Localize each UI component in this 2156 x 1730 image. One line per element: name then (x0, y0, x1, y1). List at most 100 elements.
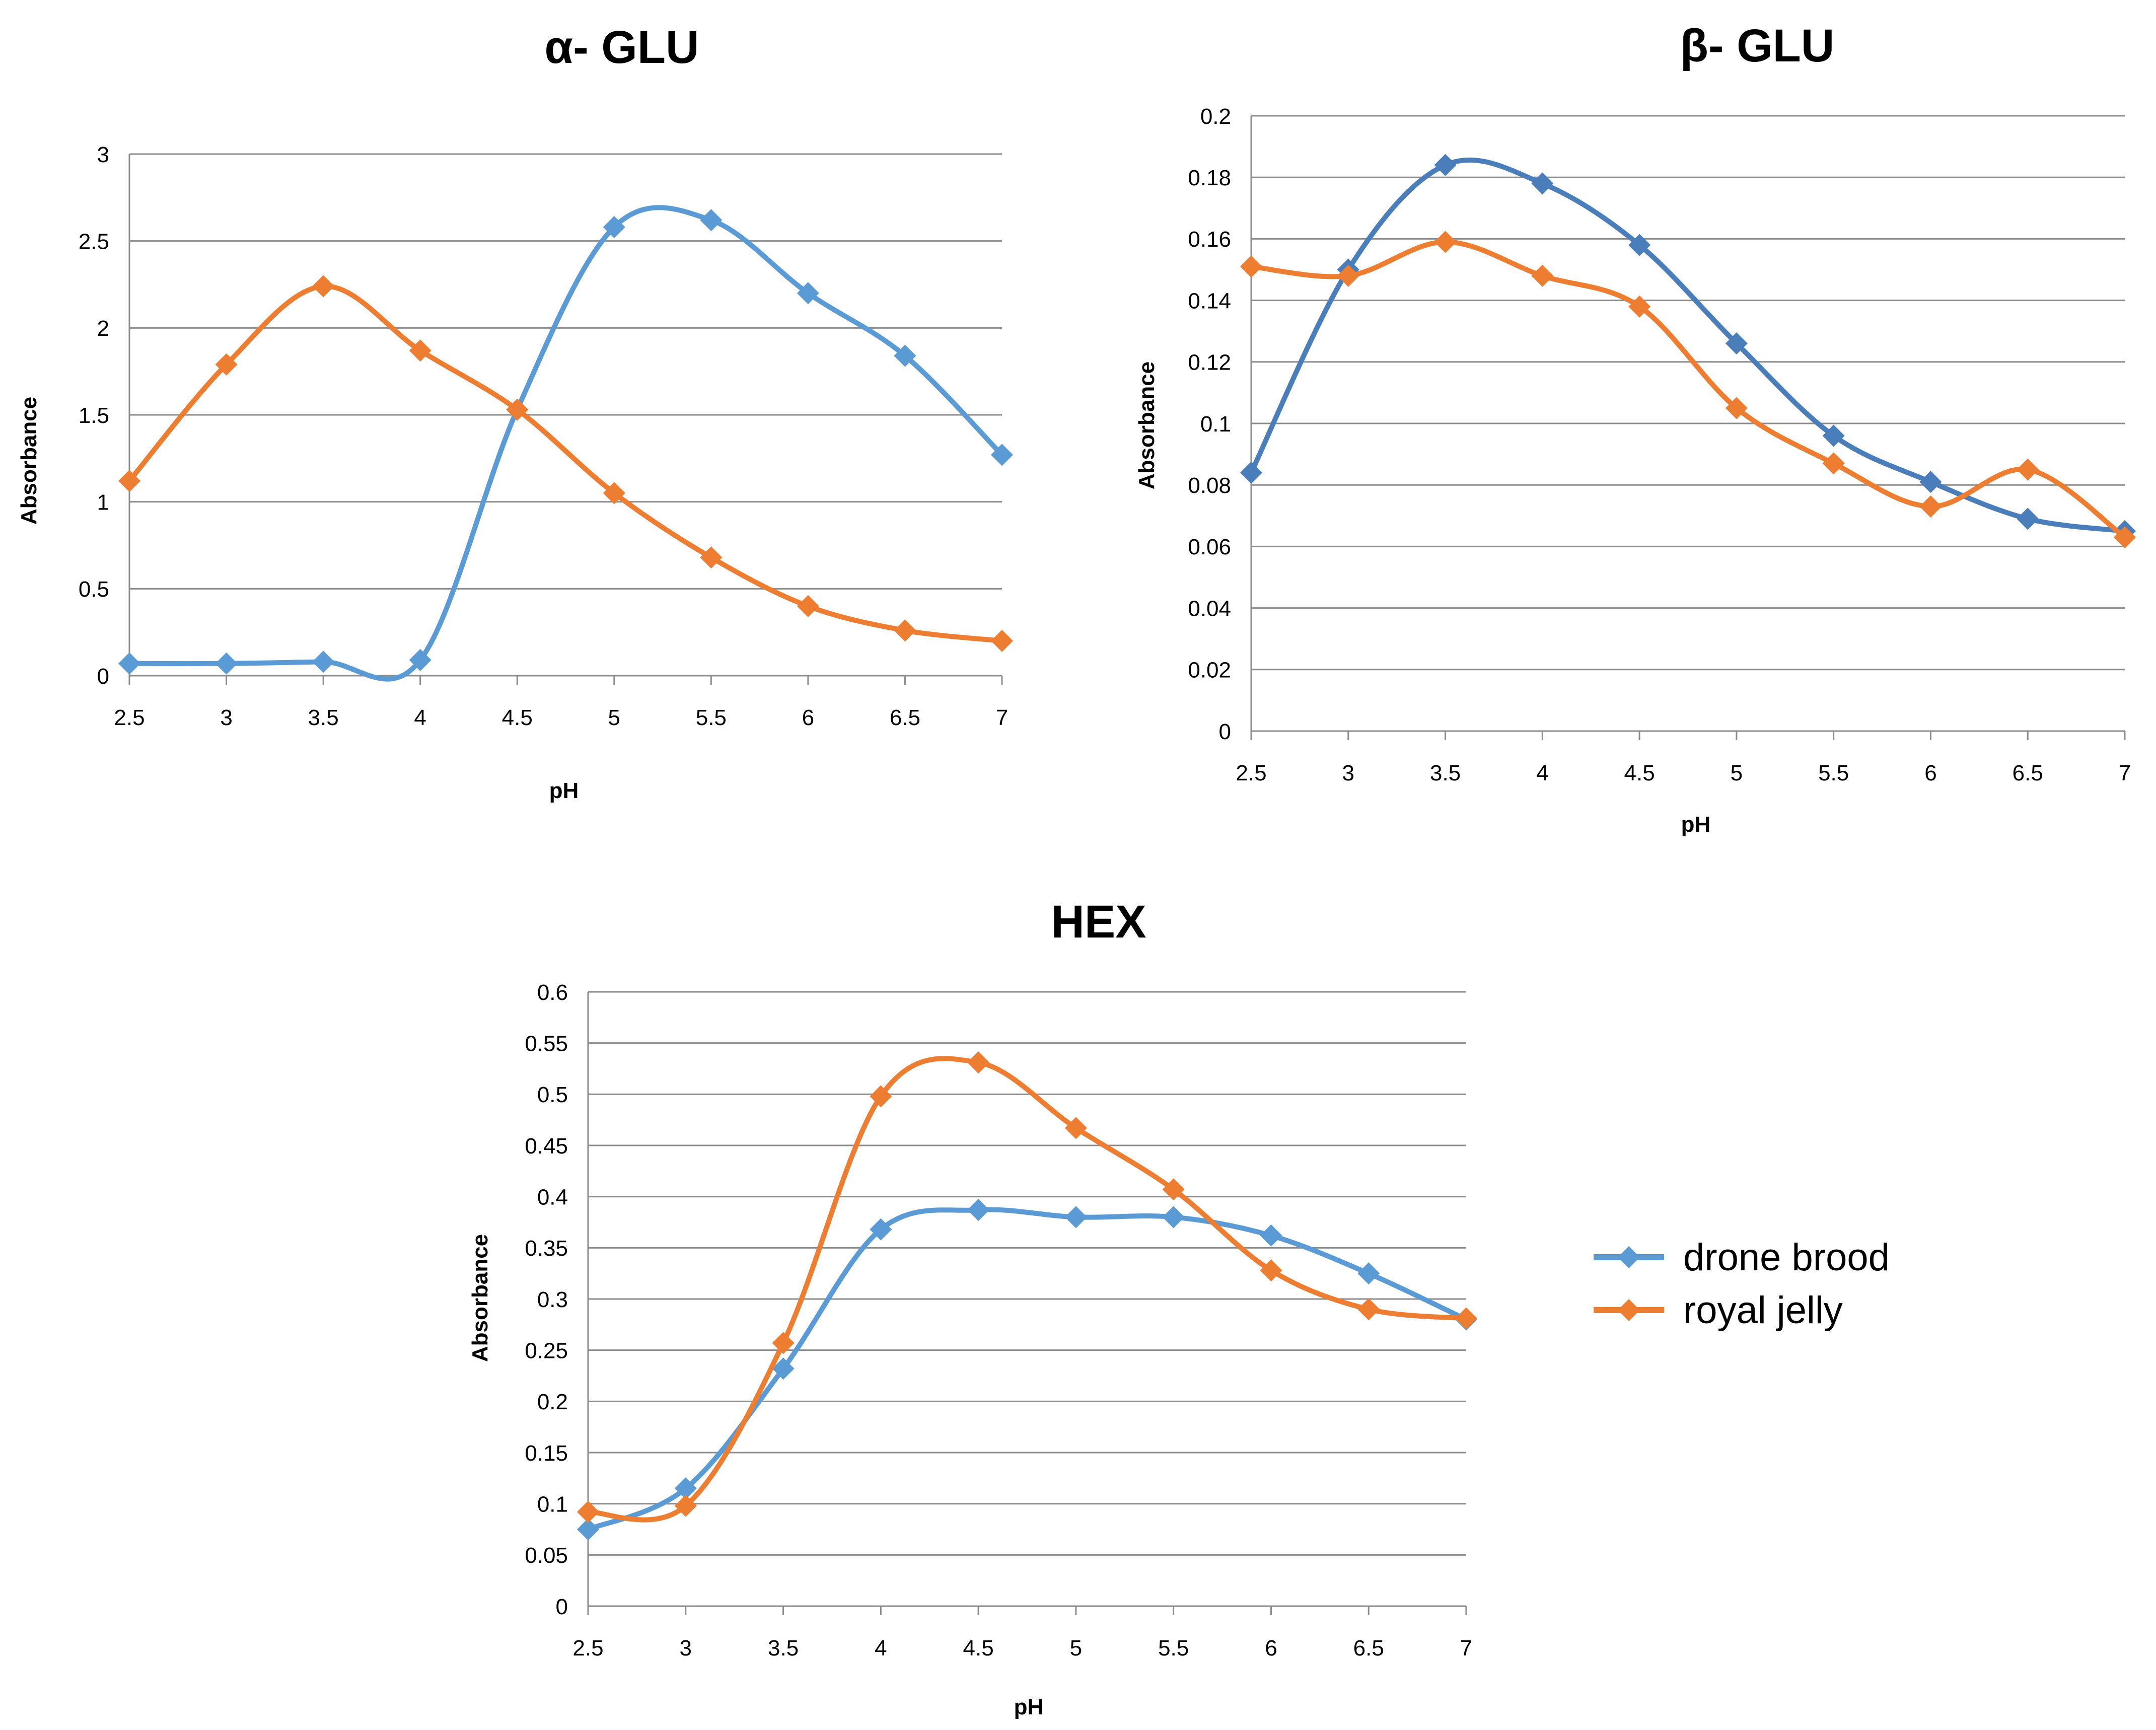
legend-label-royal-jelly: royal jelly (1683, 1289, 1843, 1332)
plot-area-beta-glu: 0 0.02 0.04 0.06 0.08 0.1 0.12 0.14 0.16 0.18 0.2 2… (1188, 104, 2136, 785)
data-point-alpha-glu-royal-jelly-6 (700, 546, 723, 569)
x-tick-label-beta-glu-8: 6.5 (2013, 761, 2043, 785)
y-tick-label-beta-glu-6: 0.12 (1188, 350, 1231, 375)
y-tick-label-beta-glu-4: 0.08 (1188, 473, 1231, 498)
y-tick-label-alpha-glu-1: 0.5 (79, 577, 109, 602)
data-point-beta-glu-royal-jelly-1 (1337, 264, 1359, 287)
x-tick-label-hex-2: 3.5 (768, 1636, 799, 1661)
y-tick-label-hex-6: 0.3 (537, 1287, 568, 1312)
y-tick-label-hex-5: 0.25 (525, 1339, 568, 1363)
legend-item-drone-brood: drone brood (1594, 1236, 1890, 1279)
x-tick-label-alpha-glu-3: 4 (414, 705, 426, 730)
y-tick-label-hex-8: 0.4 (537, 1185, 568, 1210)
x-axis-label-alpha-glu: pH (549, 778, 579, 803)
y-tick-label-beta-glu-5: 0.1 (1200, 412, 1231, 437)
data-point-alpha-glu-drone-brood-1 (215, 652, 238, 675)
plot-area-alpha-glu: 0 0.5 1 1.5 2 2.5 3 2.5 3 3.5 4 4.5 5 5.5 6 6.5 7 (79, 142, 1013, 730)
y-tick-label-hex-7: 0.35 (525, 1236, 568, 1261)
x-tick-label-alpha-glu-5: 5 (608, 705, 620, 730)
y-tick-label-beta-glu-7: 0.14 (1188, 289, 1231, 313)
y-tick-label-beta-glu-10: 0.2 (1200, 104, 1231, 129)
data-point-alpha-glu-drone-brood-5 (603, 216, 625, 239)
data-point-beta-glu-drone-brood-2 (1434, 154, 1457, 176)
data-point-beta-glu-royal-jelly-7 (1919, 495, 1942, 518)
y-tick-label-hex-4: 0.2 (537, 1390, 568, 1414)
x-tick-label-hex-9: 7 (1460, 1636, 1472, 1661)
data-point-alpha-glu-royal-jelly-2 (312, 275, 335, 298)
x-tick-label-alpha-glu-6: 5.5 (696, 705, 727, 730)
data-point-beta-glu-drone-brood-5 (1725, 332, 1748, 355)
data-point-beta-glu-royal-jelly-5 (1725, 397, 1748, 419)
data-point-hex-drone-brood-6 (1162, 1206, 1185, 1229)
x-tick-label-beta-glu-9: 7 (2119, 761, 2131, 785)
data-point-beta-glu-royal-jelly-0 (1240, 255, 1262, 278)
data-point-beta-glu-royal-jelly-3 (1531, 264, 1554, 287)
x-tick-label-alpha-glu-7: 6 (802, 705, 814, 730)
y-tick-label-alpha-glu-3: 1.5 (79, 403, 109, 428)
data-point-beta-glu-royal-jelly-9 (2114, 526, 2136, 549)
data-point-beta-glu-drone-brood-8 (2017, 508, 2039, 530)
data-point-beta-glu-royal-jelly-2 (1434, 231, 1457, 253)
y-tick-label-beta-glu-3: 0.06 (1188, 535, 1231, 559)
data-point-hex-royal-jelly-8 (1357, 1298, 1380, 1321)
series-line-beta-glu-royal-jelly (1249, 239, 2127, 540)
data-point-beta-glu-drone-brood-4 (1628, 234, 1651, 256)
legend-marker-drone-brood (1618, 1246, 1640, 1268)
x-tick-label-alpha-glu-4: 4.5 (502, 705, 533, 730)
data-point-hex-royal-jelly-0 (577, 1500, 599, 1523)
x-tick-label-hex-7: 6 (1265, 1636, 1277, 1661)
x-tick-label-alpha-glu-9: 7 (996, 705, 1008, 730)
legend-item-royal-jelly: royal jelly (1594, 1289, 1843, 1332)
y-tick-label-beta-glu-2: 0.04 (1188, 596, 1231, 621)
y-axis-label-beta-glu: Absorbance (1134, 362, 1159, 489)
data-point-hex-drone-brood-8 (1357, 1262, 1380, 1285)
series-line-beta-glu-drone-brood (1249, 157, 2127, 534)
chart-title-alpha-glu: α- GLU (545, 22, 699, 73)
x-tick-label-hex-4: 4.5 (963, 1636, 994, 1661)
data-point-alpha-glu-drone-brood-9 (991, 444, 1013, 466)
x-tick-label-beta-glu-0: 2.5 (1236, 761, 1266, 785)
y-tick-label-beta-glu-9: 0.18 (1188, 166, 1231, 190)
data-point-beta-glu-royal-jelly-8 (2017, 458, 2039, 481)
data-point-alpha-glu-royal-jelly-8 (894, 619, 916, 642)
legend-marker-royal-jelly (1618, 1299, 1640, 1321)
x-tick-label-alpha-glu-1: 3 (220, 705, 232, 730)
data-point-beta-glu-drone-brood-7 (1919, 471, 1942, 493)
legend: drone brood royal jelly (1594, 1236, 1890, 1332)
x-tick-label-hex-1: 3 (680, 1636, 692, 1661)
y-tick-label-beta-glu-0: 0 (1219, 719, 1231, 744)
y-tick-label-beta-glu-1: 0.02 (1188, 658, 1231, 683)
data-point-hex-royal-jelly-7 (1260, 1259, 1282, 1282)
y-tick-label-beta-glu-8: 0.16 (1188, 227, 1231, 252)
data-point-alpha-glu-drone-brood-0 (118, 652, 140, 675)
data-point-alpha-glu-drone-brood-3 (409, 648, 432, 671)
x-tick-label-beta-glu-6: 5.5 (1818, 761, 1849, 785)
x-tick-label-beta-glu-2: 3.5 (1430, 761, 1461, 785)
x-tick-label-hex-3: 4 (875, 1636, 887, 1661)
data-point-alpha-glu-royal-jelly-1 (215, 353, 238, 376)
data-point-hex-drone-brood-7 (1260, 1224, 1282, 1247)
x-tick-label-beta-glu-1: 3 (1342, 761, 1354, 785)
x-tick-label-alpha-glu-8: 6.5 (890, 705, 920, 730)
x-tick-label-alpha-glu-0: 2.5 (114, 705, 145, 730)
y-tick-label-hex-11: 0.55 (525, 1032, 568, 1056)
x-tick-label-hex-6: 5.5 (1158, 1636, 1189, 1661)
data-point-beta-glu-drone-brood-6 (1822, 424, 1845, 447)
data-point-hex-royal-jelly-1 (674, 1494, 697, 1517)
x-tick-label-beta-glu-3: 4 (1536, 761, 1548, 785)
y-tick-label-hex-3: 0.15 (525, 1441, 568, 1466)
data-point-alpha-glu-royal-jelly-5 (603, 482, 625, 504)
y-tick-label-alpha-glu-6: 3 (97, 142, 109, 167)
y-tick-label-alpha-glu-0: 0 (97, 664, 109, 689)
data-point-beta-glu-drone-brood-3 (1531, 172, 1554, 195)
chart-title-hex: HEX (1051, 896, 1146, 948)
x-axis-label-beta-glu: pH (1681, 812, 1711, 837)
x-tick-label-beta-glu-7: 6 (1924, 761, 1936, 785)
x-tick-label-alpha-glu-2: 3.5 (308, 705, 339, 730)
data-point-alpha-glu-royal-jelly-9 (991, 629, 1013, 652)
data-point-alpha-glu-royal-jelly-7 (797, 595, 819, 617)
data-point-hex-drone-brood-5 (1064, 1206, 1087, 1229)
data-point-alpha-glu-drone-brood-2 (312, 651, 335, 673)
